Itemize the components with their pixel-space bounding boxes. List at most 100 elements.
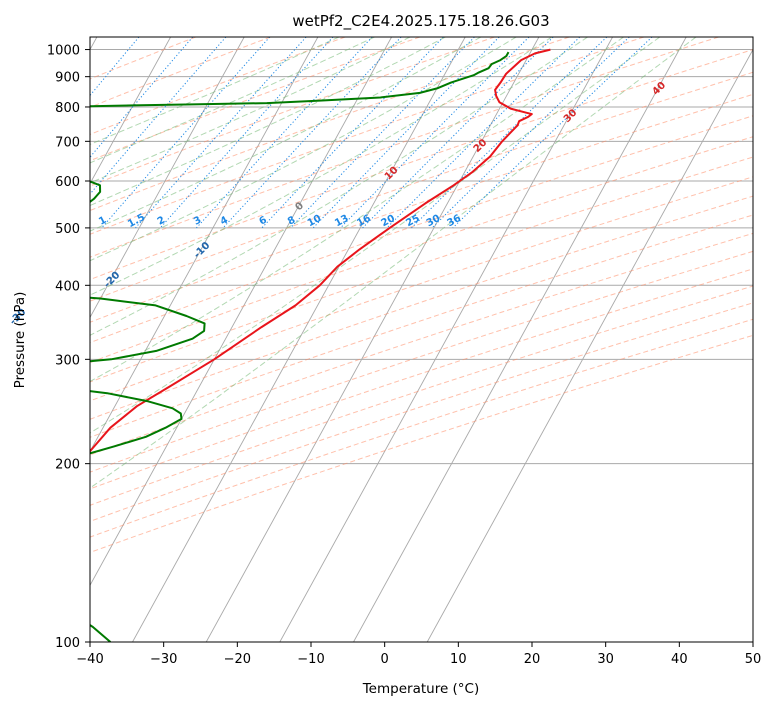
- temperature-line: [90, 48, 551, 453]
- y-tick-label: 1000: [47, 44, 80, 59]
- dry-adiabat-line: [90, 250, 753, 473]
- y-tick-label: 800: [55, 101, 80, 116]
- moist-adiabat-line: [90, 37, 482, 232]
- isotherm-line: [90, 37, 392, 587]
- dry-adiabat-line: [90, 318, 753, 538]
- moist-adiabat-line: [90, 37, 588, 336]
- isotherm-line: [132, 37, 466, 642]
- y-tick-label: 200: [55, 458, 80, 473]
- mixing-ratio-line: [386, 37, 581, 229]
- isotherm-line: [205, 37, 540, 642]
- y-axis-ticks: 100 200 300 400 500 600 700 800 900 1000: [47, 44, 90, 651]
- mixing-ratio-line: [411, 37, 608, 229]
- dry-adiabat-line: [90, 302, 753, 522]
- isotherm-label: 10: [383, 165, 401, 183]
- isotherm-label: 40: [651, 80, 669, 98]
- mixing-ratio-label: 10: [306, 213, 323, 229]
- dry-adiabat-line: [90, 37, 719, 258]
- mixing-ratio-label: 30: [425, 213, 442, 229]
- mixing-ratio-line: [312, 37, 500, 229]
- y-tick-label: 300: [55, 353, 80, 368]
- dry-adiabat-line: [90, 136, 753, 364]
- mixing-ratio-line: [159, 37, 334, 229]
- x-tick-label: 20: [524, 652, 541, 667]
- mixing-ratio-label: 3: [192, 215, 203, 228]
- mixing-ratio-label: 13: [333, 213, 350, 229]
- moist-adiabat-line: [90, 37, 553, 296]
- isotherm-line: [90, 37, 245, 319]
- moist-adiabat-line: [90, 37, 661, 434]
- mixing-ratio-line: [0, 37, 89, 228]
- y-tick-label: 900: [55, 71, 80, 86]
- x-tick-label: 40: [671, 652, 688, 667]
- y-tick-label: 600: [55, 175, 80, 190]
- dry-adiabat-line: [90, 176, 753, 402]
- mixing-ratio-line: [101, 37, 271, 229]
- dry-adiabat-line: [90, 49, 753, 281]
- y-axis-label: Pressure (hPa): [12, 292, 28, 389]
- dry-adiabat-line: [90, 115, 753, 344]
- mixing-ratio-line: [135, 37, 307, 229]
- dry-adiabat-line: [90, 285, 753, 506]
- chart-title: wetPf2_C2E4.2025.175.18.26.G03: [292, 12, 549, 31]
- isotherm-line: [426, 48, 753, 642]
- x-tick-label: −40: [76, 652, 103, 667]
- moist-adiabat-line: [90, 37, 624, 382]
- dry-adiabat-line: [90, 268, 753, 490]
- x-tick-label: −10: [297, 652, 324, 667]
- dry-adiabat-line: [90, 334, 753, 553]
- isopleth-grid: [0, 37, 753, 642]
- x-tick-label: 50: [745, 652, 762, 667]
- mixing-ratio-line: [290, 37, 475, 229]
- dry-adiabat-line: [90, 156, 753, 383]
- dry-adiabat-line: [90, 93, 753, 323]
- mixing-ratio-label: 6: [257, 215, 268, 228]
- moist-adiabat-line: [90, 37, 375, 164]
- mixing-ratio-line: [452, 37, 653, 229]
- x-axis-ticks: −40 −30 −20 −10 0 10 20 30 40 50: [76, 642, 761, 667]
- moist-adiabat-line: [90, 37, 446, 206]
- x-tick-label: 0: [381, 652, 389, 667]
- dry-adiabat-line: [90, 214, 753, 438]
- dry-adiabat-line: [90, 37, 570, 212]
- mixing-ratio-label: 8: [286, 215, 297, 228]
- isotherm-line: [353, 37, 687, 642]
- plot-frame: [89, 36, 754, 643]
- y-tick-label: 100: [55, 636, 80, 651]
- x-tick-label: −30: [150, 652, 177, 667]
- isotherm-line: [90, 37, 319, 453]
- mixing-ratio-line: [431, 37, 630, 229]
- mixing-ratio-label: 4: [219, 215, 230, 228]
- y-tick-label: 400: [55, 279, 80, 294]
- dry-adiabat-line: [90, 71, 753, 302]
- mixing-ratio-label: 20: [380, 213, 397, 229]
- isotherm-line: [279, 37, 613, 642]
- isotherm-label: -20: [102, 270, 123, 291]
- profile-lines: [90, 48, 551, 642]
- mixing-ratio-label: 2: [156, 215, 167, 228]
- isopleth-labels: 11.52346810131620253036-100-90-80-70-60-…: [8, 80, 669, 327]
- mixing-ratio-line: [90, 37, 140, 97]
- dry-adiabat-line: [90, 232, 753, 456]
- dry-adiabat-line: [90, 37, 420, 162]
- dewpoint-line: [90, 51, 510, 642]
- isotherm-line: [90, 37, 171, 185]
- x-tick-label: 30: [597, 652, 614, 667]
- mixing-ratio-line: [90, 37, 194, 158]
- y-tick-label: 500: [55, 222, 80, 237]
- mixing-ratio-line: [90, 37, 227, 195]
- x-tick-label: 10: [450, 652, 467, 667]
- mixing-ratio-label: 16: [355, 213, 372, 229]
- dry-adiabat-line: [90, 195, 753, 420]
- dry-adiabat-line: [90, 37, 645, 235]
- isotherm-label: -10: [192, 240, 213, 261]
- dry-adiabat-line: [90, 37, 271, 108]
- moist-adiabat-line: [90, 37, 340, 145]
- mixing-ratio-label: 1: [97, 215, 108, 228]
- dry-adiabat-line: [90, 37, 495, 187]
- mixing-ratio-line: [340, 37, 530, 229]
- mixing-ratio-label: 36: [446, 213, 463, 229]
- x-axis-label: Temperature (°C): [362, 681, 480, 697]
- x-tick-label: −20: [224, 652, 251, 667]
